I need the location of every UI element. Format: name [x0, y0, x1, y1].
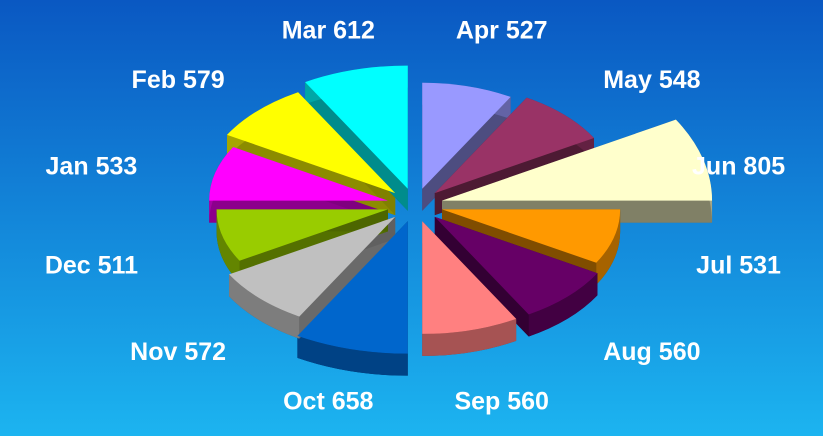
value-label: 579 — [183, 66, 225, 94]
data-label: Jul 531 — [696, 251, 781, 279]
category-label: Dec — [45, 251, 91, 279]
category-label: Nov — [130, 337, 177, 365]
slice-side — [299, 216, 396, 339]
slice — [297, 221, 408, 354]
category-label: Jul — [696, 251, 732, 279]
category-label: Aug — [603, 337, 652, 365]
slice-tops — [209, 65, 713, 354]
value-label: 560 — [659, 337, 701, 365]
value-label: 527 — [506, 16, 548, 44]
slice — [434, 97, 594, 194]
data-label: Jan 533 — [46, 152, 138, 180]
value-label: 612 — [333, 16, 375, 44]
category-label: Sep — [454, 387, 500, 415]
data-label: Sep 560 — [454, 387, 549, 415]
data-label: Apr 527 — [456, 16, 548, 44]
value-label: 572 — [184, 337, 226, 365]
data-label: Aug 560 — [603, 337, 700, 365]
slice — [209, 147, 388, 201]
category-label: Apr — [456, 16, 499, 44]
slice-side — [434, 216, 529, 337]
value-label: 658 — [332, 387, 374, 415]
slice — [442, 119, 713, 201]
data-label: Oct 658 — [283, 387, 373, 415]
value-label: 805 — [743, 152, 785, 180]
slice — [434, 216, 598, 315]
value-label: 533 — [96, 152, 138, 180]
category-label: Jun — [692, 152, 736, 180]
category-label: Feb — [132, 66, 176, 94]
slice-side — [297, 335, 408, 376]
category-label: Oct — [283, 387, 325, 415]
value-label: 548 — [659, 66, 701, 94]
value-label: 560 — [507, 387, 549, 415]
slice — [305, 65, 408, 189]
data-label: Mar 612 — [282, 16, 375, 44]
slice — [227, 92, 396, 194]
slice — [216, 209, 388, 261]
slice-side — [596, 209, 621, 285]
slice-side — [216, 209, 240, 283]
slice-side — [422, 96, 511, 211]
slice — [229, 216, 396, 317]
slice-side — [229, 274, 300, 339]
slice — [422, 221, 517, 334]
category-label: Jan — [46, 152, 89, 180]
value-label: 531 — [739, 251, 781, 279]
slice — [442, 209, 621, 263]
data-label: Feb 579 — [132, 66, 225, 94]
labels: Jan 533 Feb 579 Mar 612 Apr 527 May 548 Jun 8… — [45, 16, 785, 415]
slice-side — [422, 318, 517, 356]
data-label: May 548 — [603, 66, 700, 94]
slice-side — [528, 273, 598, 337]
data-label: Nov 572 — [130, 337, 226, 365]
value-label: 511 — [98, 251, 138, 279]
slice-side — [305, 82, 408, 211]
category-label: May — [603, 66, 652, 94]
data-label: Dec 511 — [45, 251, 138, 279]
data-label: Jun 805 — [692, 152, 785, 180]
category-label: Mar — [282, 16, 327, 44]
slice — [422, 82, 511, 189]
